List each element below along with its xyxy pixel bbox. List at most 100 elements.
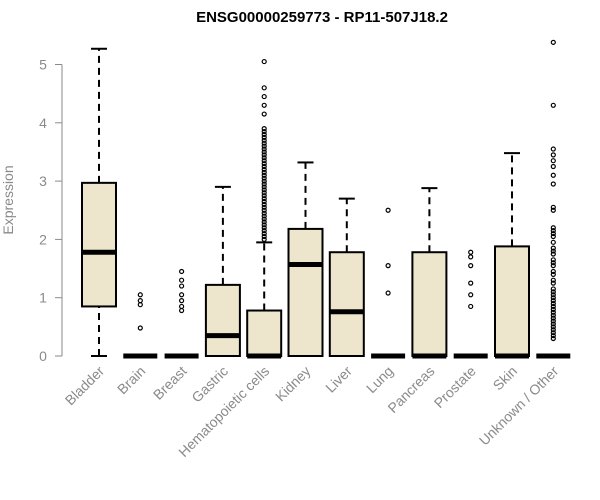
outlier-point [550,230,556,237]
chart-title: ENSG00000259773 - RP11-507J18.2 [196,9,448,26]
outlier-point [137,292,143,298]
outlier-point [550,163,556,170]
outlier-point [550,318,556,324]
outlier-point [261,216,267,222]
outlier-point [550,330,556,336]
box-10 [494,152,530,359]
outlier-point [261,175,267,181]
outlier-point [468,280,474,286]
box-9 [453,249,488,359]
outlier-point [261,230,267,237]
outlier-point [550,286,556,292]
outlier-point [550,263,556,269]
outlier-point [261,204,267,210]
outlier-point [261,195,267,202]
outlier-point [550,239,556,245]
outlier-point [261,222,267,228]
outlier-point [550,268,556,275]
outlier-point [261,128,267,135]
outlier-point [261,152,267,158]
outlier-point [550,251,556,257]
box-iqr [411,251,448,357]
outlier-point [261,131,267,138]
outlier-point [137,325,143,331]
x-tick-label-0: Bladder [62,363,108,409]
outlier-point [550,292,556,298]
outlier-point [179,307,185,314]
outlier-point [468,263,474,269]
outlier-point [550,204,556,210]
x-tick-label-1: Brain [114,363,148,397]
outlier-point [261,213,267,219]
outlier-point [261,184,267,190]
box-iqr [328,251,365,357]
box-5 [287,161,324,358]
box-iqr [81,181,117,308]
outlier-point [550,102,556,108]
y-tick-label-3: 3 [39,173,47,189]
outlier-point [550,248,556,254]
outlier-point [550,277,556,283]
outlier-point [261,166,267,173]
outlier-point [261,207,267,213]
box-11 [536,39,571,359]
outlier-point [550,315,556,321]
outlier-point [550,152,556,158]
outlier-point [550,233,556,240]
outlier-point [550,309,556,315]
outlier-point [261,93,267,100]
outlier-point [261,201,267,208]
x-tick-label-7: Lung [363,363,396,396]
outlier-point [550,335,556,342]
outlier-point [261,126,267,132]
outlier-point [261,233,267,240]
x-tick-label-2: Breast [150,363,190,403]
outlier-point [179,277,185,283]
outlier-point [550,303,556,310]
outlier-point [261,193,267,199]
outlier-point [550,300,556,307]
outlier-point [550,260,556,266]
outlier-point [550,146,556,152]
outlier-point [468,249,474,255]
outlier-point [261,236,267,242]
outlier-point [261,111,267,117]
box-iqr [287,227,324,358]
outlier-point [550,332,556,339]
outlier-point [179,298,185,304]
outlier-point [261,198,267,205]
outlier-point [137,298,143,304]
outlier-point [550,245,556,251]
y-tick-label-5: 5 [39,57,47,73]
outlier-point [261,102,267,108]
y-tick-label-1: 1 [39,290,47,306]
x-tick-label-9: Prostate [431,363,479,411]
box-iqr [494,245,530,357]
outlier-point [261,85,267,91]
outlier-point [261,219,267,225]
y-tick-label-2: 2 [39,231,47,247]
outlier-point [468,254,474,260]
y-axis: 0 1 2 3 4 5 [39,57,63,364]
outlier-point [137,302,143,308]
y-axis-label: Expression [0,165,16,234]
x-tick-label-6: Liver [322,363,355,396]
outlier-point [550,321,556,327]
outlier-point [261,149,267,155]
outlier-point [550,327,556,333]
outlier-point [261,143,267,149]
outlier-point [261,146,267,152]
outlier-point [385,263,391,269]
outlier-point [261,228,267,234]
outlier-point [550,39,556,45]
outlier-point [385,207,391,213]
outlier-point [468,303,474,310]
outlier-point [261,181,267,187]
outlier-point [550,312,556,318]
outlier-point [261,58,267,65]
box-iqr [204,283,241,357]
box-4 [246,58,283,359]
outlier-point [550,158,556,164]
outlier-point [550,280,556,286]
